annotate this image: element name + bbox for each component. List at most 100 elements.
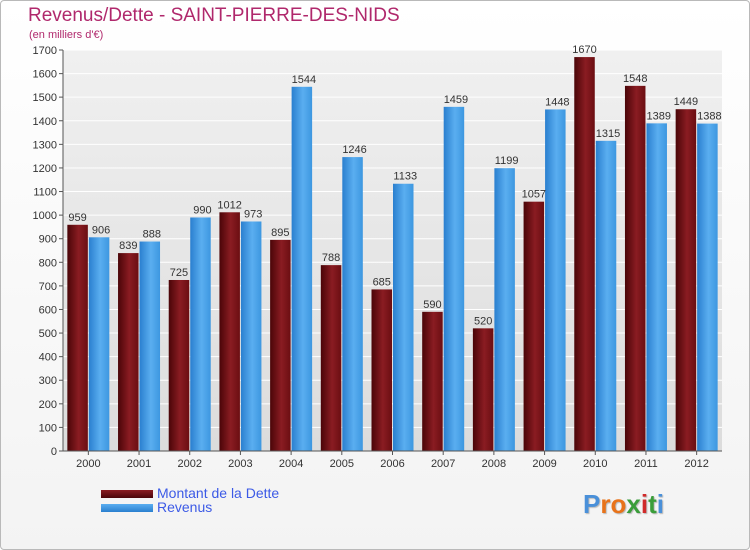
bar-revenus [443,106,465,451]
bar-revenus [545,109,566,451]
y-tick-label: 0 [51,446,57,458]
data-label-revenus: 1389 [646,110,670,122]
logo-letter: r [600,489,611,519]
data-label-dette: 1057 [522,189,546,201]
x-tick-label: 2000 [76,458,100,470]
bar-dette [168,279,190,451]
bar-dette [422,311,443,451]
bar-revenus [139,241,161,451]
data-label-revenus: 990 [193,204,211,216]
bar-dette [624,85,646,451]
y-tick-label: 1200 [33,163,57,175]
y-tick-label: 1000 [33,210,57,222]
logo-letter: x [626,489,641,519]
data-label-dette: 1449 [674,96,698,108]
y-tick-label: 1500 [33,92,57,104]
logo-letter: o [610,489,627,519]
bar-revenus [697,123,718,452]
x-tick-label: 2009 [532,458,556,470]
y-tick-label: 800 [39,257,57,269]
data-label-revenus: 1388 [697,111,721,123]
legend-label-revenus: Revenus [157,499,213,515]
bar-revenus [240,221,262,451]
x-tick-label: 2002 [177,458,201,470]
y-tick-label: 100 [39,422,57,434]
data-label-dette: 895 [271,227,289,239]
bar-dette [270,239,291,451]
bar-revenus [494,168,515,451]
bar-dette [472,328,494,451]
data-label-dette: 788 [322,252,340,264]
y-tick-label: 1600 [33,69,57,81]
y-tick-label: 300 [39,375,57,387]
legend-swatch-dette [101,490,153,498]
x-tick-label: 2005 [330,458,354,470]
bar-dette [675,109,697,451]
chart-subtitle: (en milliers d'€) [29,29,104,41]
data-label-dette: 590 [423,299,441,311]
bar-dette [574,57,595,451]
proxiti-logo: Proxiti [583,489,664,520]
bar-dette [118,253,139,451]
data-label-revenus: 1133 [393,171,417,183]
y-tick-label: 600 [39,304,57,316]
bar-dette [523,201,545,451]
bar-dette [371,289,392,451]
data-label-dette: 520 [474,315,492,327]
bar-revenus [190,217,211,451]
data-label-dette: 685 [373,276,391,288]
logo-letter: i [640,489,649,519]
y-tick-label: 200 [39,399,57,411]
bar-revenus [595,140,617,452]
data-label-revenus: 1199 [495,155,519,167]
y-tick-label: 1100 [33,187,57,199]
bar-revenus [88,237,110,451]
bar-revenus [646,123,667,452]
data-label-revenus: 1459 [444,94,468,106]
y-tick-label: 1400 [33,116,57,128]
bars-layer [67,57,718,452]
data-label-dette: 1012 [217,199,241,211]
bar-dette [219,212,240,451]
logo-letter: i [656,489,664,519]
bar-revenus [342,157,363,452]
data-label-dette: 1670 [572,44,596,56]
legend-swatch-revenus [101,504,153,512]
data-label-dette: 725 [170,267,188,279]
legend-label-dette: Montant de la Dette [157,485,280,501]
data-label-revenus: 1246 [342,144,366,156]
data-label-dette: 1548 [623,73,647,85]
logo-letter: P [583,489,601,519]
x-tick-label: 2012 [684,458,708,470]
axis-layer: 0 100 200 300 400 500 600 700 800 900 1000 1100 1200… [33,45,722,470]
x-tick-label: 2007 [431,458,455,470]
y-tick-label: 400 [39,352,57,364]
data-label-revenus: 1315 [596,128,620,140]
data-label-revenus: 906 [92,224,110,236]
x-tick-label: 2004 [279,458,303,470]
y-tick-label: 900 [39,234,57,246]
y-tick-label: 1700 [33,45,57,57]
bar-revenus [291,86,313,452]
bar-dette [320,265,342,451]
data-label-revenus: 1448 [545,96,569,108]
x-tick-label: 2011 [634,458,658,470]
y-tick-label: 1300 [33,139,57,151]
data-label-dette: 839 [119,240,137,252]
data-label-revenus: 1544 [292,74,316,86]
x-tick-label: 2008 [482,458,506,470]
x-tick-label: 2001 [127,458,151,470]
y-tick-label: 500 [39,328,57,340]
x-tick-label: 2003 [228,458,252,470]
data-label-dette: 959 [68,212,86,224]
chart-title: Revenus/Dette - SAINT-PIERRE-DES-NIDS [28,5,400,26]
data-label-revenus: 888 [143,229,161,241]
y-tick-label: 700 [39,281,57,293]
bar-revenus [393,183,414,451]
plot-background [63,50,722,451]
data-label-revenus: 973 [244,208,262,220]
bar-dette [67,224,88,451]
